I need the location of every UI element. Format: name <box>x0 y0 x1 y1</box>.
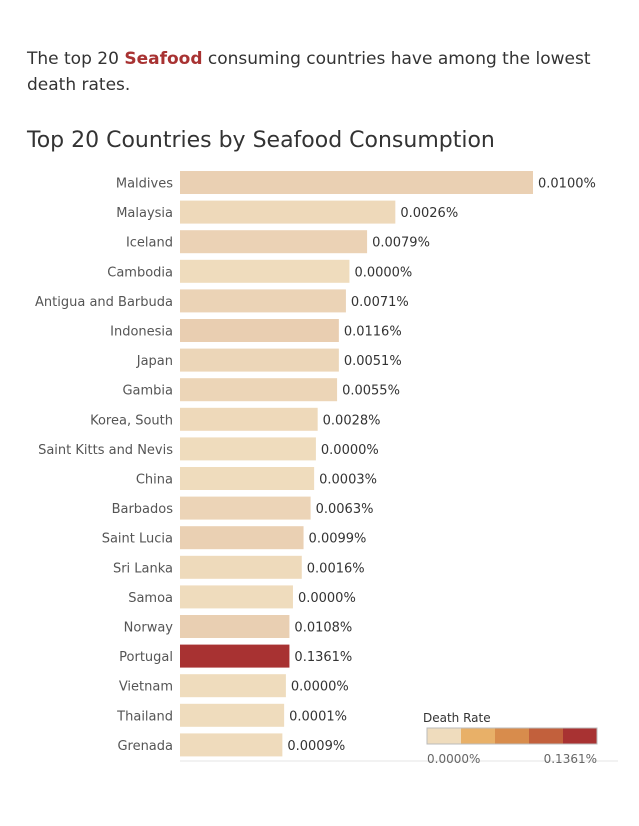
data-label: 0.0108% <box>294 621 352 636</box>
bar[interactable] <box>180 378 338 402</box>
bar[interactable] <box>180 200 396 224</box>
category-label: Iceland <box>126 236 173 251</box>
data-label: 0.0026% <box>400 206 458 221</box>
headline-highlight: Seafood <box>124 49 203 69</box>
legend-swatch <box>529 728 563 744</box>
bar[interactable] <box>180 644 290 668</box>
data-label: 0.0000% <box>298 591 356 606</box>
legend-border <box>426 727 598 745</box>
data-label: 0.0000% <box>321 443 379 458</box>
data-label: 0.0003% <box>319 473 377 488</box>
category-label: Indonesia <box>110 325 173 340</box>
category-label: Korea, South <box>90 413 173 428</box>
bar[interactable] <box>180 437 316 461</box>
bar[interactable] <box>180 289 346 313</box>
bar[interactable] <box>180 467 315 490</box>
bar[interactable] <box>180 674 286 698</box>
category-label: Norway <box>124 621 174 636</box>
bar[interactable] <box>180 526 304 550</box>
legend-swatch <box>495 728 529 744</box>
category-label: Vietnam <box>119 680 173 695</box>
category-label: Antigua and Barbuda <box>35 295 173 310</box>
bar[interactable] <box>180 585 293 609</box>
data-label: 0.0000% <box>354 265 412 280</box>
headline-suffix: consuming countries have among the lowes… <box>27 49 591 95</box>
bar[interactable] <box>180 496 311 520</box>
category-label: Thailand <box>116 709 173 724</box>
bar[interactable] <box>180 348 339 372</box>
legend-swatch <box>427 728 461 744</box>
legend-min-label: 0.0000% <box>427 752 480 766</box>
data-label: 0.0116% <box>344 325 402 340</box>
category-label: Malaysia <box>116 206 173 221</box>
data-label: 0.0001% <box>289 709 347 724</box>
bar[interactable] <box>180 407 318 431</box>
category-label: Sri Lanka <box>113 561 173 576</box>
category-label: China <box>136 473 173 488</box>
data-label: 0.0100% <box>538 177 596 192</box>
headline-text: The top 20 Seafood consuming countries h… <box>27 46 617 98</box>
chart-title: Top 20 Countries by Seafood Consumption <box>27 128 495 153</box>
category-label: Cambodia <box>107 265 173 280</box>
bar[interactable] <box>180 733 283 757</box>
data-label: 0.1361% <box>294 650 352 665</box>
category-label: Japan <box>136 354 173 369</box>
data-label: 0.0028% <box>323 413 381 428</box>
legend-title: Death Rate <box>423 711 491 725</box>
data-label: 0.0051% <box>344 354 402 369</box>
category-label: Saint Kitts and Nevis <box>38 443 173 458</box>
category-label: Grenada <box>117 739 173 754</box>
data-label: 0.0000% <box>291 680 349 695</box>
legend-swatch <box>563 728 597 744</box>
data-label: 0.0016% <box>307 561 365 576</box>
data-label: 0.0071% <box>351 295 409 310</box>
headline-prefix: The top 20 <box>27 49 125 69</box>
category-label: Barbados <box>112 502 174 517</box>
bar[interactable] <box>180 259 350 283</box>
data-label: 0.0099% <box>309 532 367 547</box>
data-label: 0.0055% <box>342 384 400 399</box>
data-label: 0.0063% <box>316 502 374 517</box>
legend-swatch <box>461 728 495 744</box>
bar[interactable] <box>180 171 533 194</box>
data-label: 0.0079% <box>372 236 430 251</box>
category-label: Gambia <box>122 384 173 399</box>
category-label: Saint Lucia <box>102 532 173 547</box>
bar[interactable] <box>180 615 290 638</box>
category-label: Portugal <box>119 650 173 665</box>
legend: Death Rate 0.0000% 0.1361% <box>423 711 598 766</box>
category-label: Maldives <box>116 177 173 192</box>
bars-layer: Maldives 0.0100% Malaysia 0.0026% Iceland 0.0… <box>35 171 618 762</box>
bar[interactable] <box>180 703 285 727</box>
bar[interactable] <box>180 555 302 579</box>
legend-max-label: 0.1361% <box>544 752 597 766</box>
bar[interactable] <box>180 230 368 254</box>
category-label: Samoa <box>128 591 173 606</box>
data-label: 0.0009% <box>287 739 345 754</box>
bar[interactable] <box>180 319 339 342</box>
